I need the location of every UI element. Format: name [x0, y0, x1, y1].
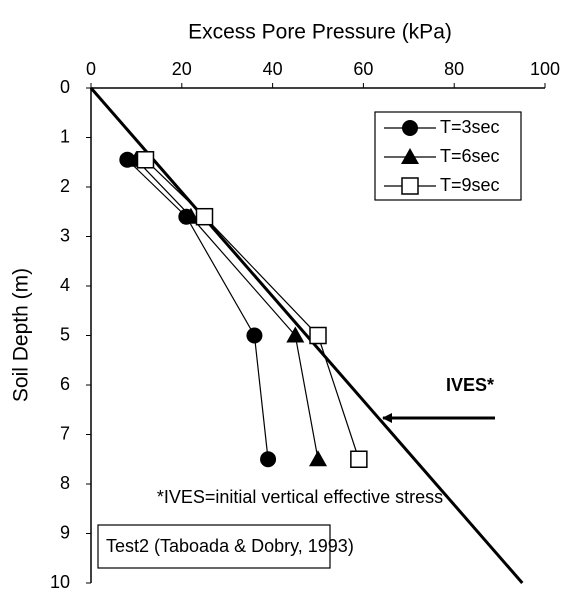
legend-label: T=6sec	[440, 146, 500, 166]
marker	[246, 327, 263, 344]
annotation: *IVES=initial vertical effective stress	[157, 487, 443, 507]
y-tick-label: 0	[60, 77, 70, 97]
y-tick-label: 3	[60, 225, 70, 245]
marker	[181, 207, 200, 224]
x-tick-label: 100	[530, 59, 560, 79]
legend-label: T=3sec	[440, 117, 500, 137]
annotation: IVES*	[446, 375, 494, 395]
marker	[286, 326, 305, 343]
marker	[260, 451, 277, 468]
y-tick-label: 6	[60, 374, 70, 394]
y-tick-label: 8	[60, 473, 70, 493]
y-tick-label: 10	[50, 572, 70, 592]
legend-marker	[402, 120, 418, 136]
marker	[195, 207, 214, 226]
x-tick-label: 60	[353, 59, 373, 79]
marker	[309, 450, 327, 467]
legend-marker	[401, 177, 419, 195]
annotation: Test2 (Taboada & Dobry, 1993)	[106, 536, 354, 556]
reference-line	[89, 87, 524, 584]
y-tick-label: 2	[60, 176, 70, 196]
marker	[309, 326, 327, 345]
annotation-box	[97, 524, 331, 569]
legend-box	[374, 111, 522, 201]
x-tick-label: 40	[263, 59, 283, 79]
x-tick-label: 80	[444, 59, 464, 79]
y-axis-title: Soil Depth (m)	[10, 268, 33, 402]
y-tick-label: 7	[60, 423, 70, 443]
x-tick-label: 0	[86, 59, 96, 79]
y-tick-label: 5	[60, 324, 70, 344]
x-axis-title: Excess Pore Pressure (kPa)	[188, 21, 452, 44]
legend-marker	[401, 148, 419, 164]
marker	[350, 450, 368, 468]
x-tick-label: 20	[172, 59, 192, 79]
y-tick-label: 4	[60, 275, 70, 295]
legend-label: T=9sec	[440, 175, 500, 195]
y-tick-label: 9	[60, 522, 70, 542]
y-tick-label: 1	[60, 126, 70, 146]
series-line	[135, 159, 319, 460]
marker	[136, 151, 155, 169]
series-line	[126, 159, 269, 460]
series-line	[145, 159, 360, 460]
